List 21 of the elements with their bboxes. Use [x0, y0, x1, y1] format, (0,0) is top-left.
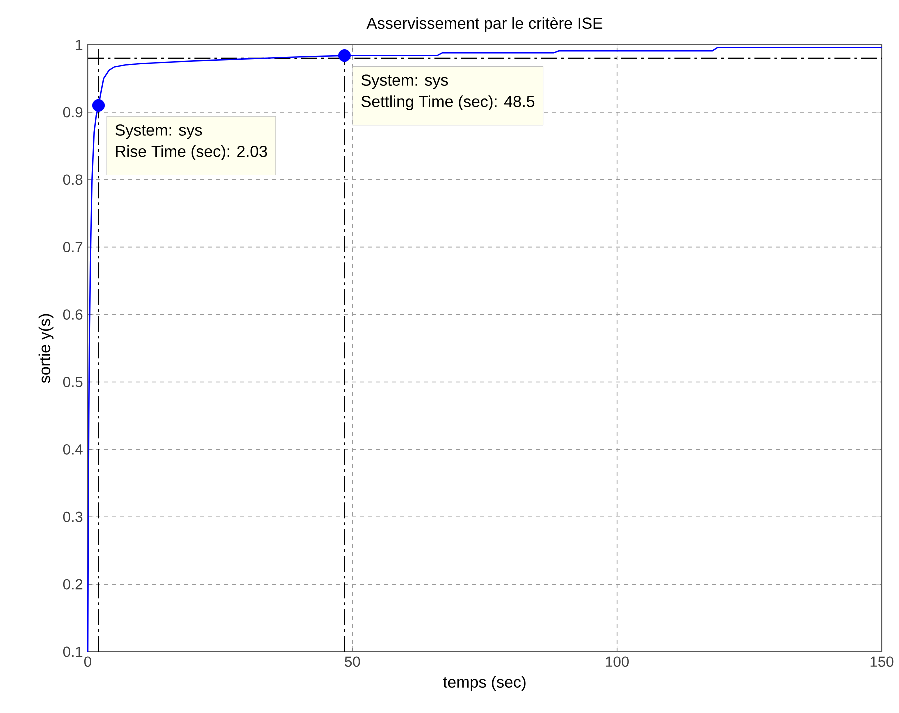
annotation: System: sys: [362, 74, 448, 90]
x-tick-label: 50: [345, 656, 360, 668]
y-axis-title: sortie y(s): [38, 314, 54, 384]
x-tick-label: 150: [870, 656, 894, 668]
annotation: Settling Time (sec): 48.5: [362, 96, 535, 111]
y-tick-label: 0.2: [63, 579, 83, 590]
x-axis-title: temps (sec): [443, 676, 526, 692]
x-tick-label: 100: [606, 656, 629, 668]
y-tick-label: 0.7: [63, 242, 83, 253]
y-tick-label: 0.3: [63, 512, 83, 522]
y-tick-label: 0.1: [63, 646, 83, 658]
y-tick-label: 1: [76, 40, 83, 50]
y-tick-label: 0.6: [63, 310, 83, 320]
annotation: System: sys: [116, 124, 202, 140]
chart-title: Asservissement par le critère ISE: [366, 17, 603, 32]
y-tick-label: 0.4: [63, 444, 83, 455]
y-tick-label: 0.5: [63, 377, 83, 388]
annotation: Rise Time (sec): 2.03: [116, 146, 268, 160]
y-tick-label: 0.9: [63, 107, 83, 118]
y-tick-label: 0.8: [63, 174, 83, 186]
x-tick-label: 0: [84, 656, 92, 668]
